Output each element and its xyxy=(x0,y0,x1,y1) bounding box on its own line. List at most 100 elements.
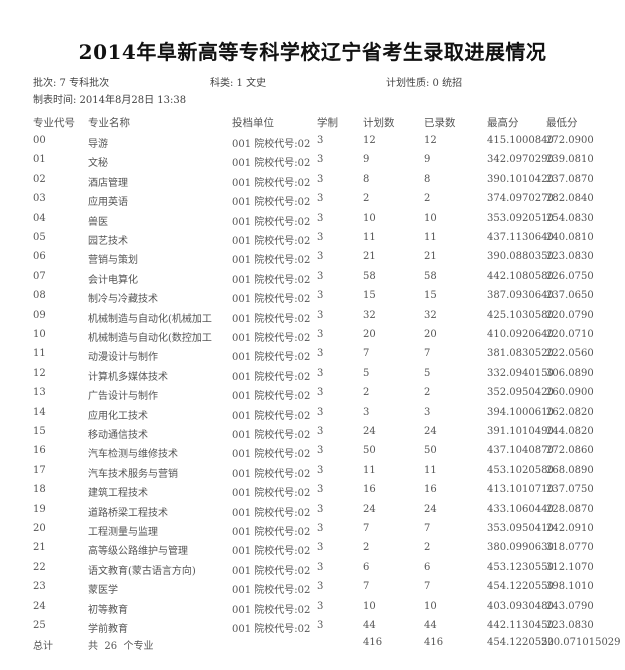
table-row: 17 汽车技术服务与营销 001 院校代号:02 3 11 11 453.1020580 26… xyxy=(0,465,625,481)
header-length: 学制 xyxy=(317,117,338,129)
cell-max: 374.0970270 xyxy=(487,193,554,205)
cell-max: 381.0830520 xyxy=(487,348,554,360)
table-row: 16 汽车检测与维修技术 001 院校代号:02 3 50 50 437.1040870 27… xyxy=(0,445,625,461)
cell-plan: 11 xyxy=(363,232,376,243)
total-min: 220.071015029 xyxy=(541,637,621,648)
cell-admitted: 2 xyxy=(424,542,431,554)
cell-max: 413.1010710 xyxy=(487,484,554,496)
cell-unit: 001 院校代号:02 xyxy=(232,449,311,461)
cell-min: 272.0900 xyxy=(546,135,594,146)
cell-admitted: 5 xyxy=(424,367,431,379)
cell-plan: 20 xyxy=(363,329,376,340)
cell-name: 机械制造与自动化(数控加工 xyxy=(88,333,212,344)
table-row: 14 应用化工技术 001 院校代号:02 3 3 3 394.1000610 262.082… xyxy=(0,407,625,423)
total-admitted: 416 xyxy=(424,637,444,648)
cell-admitted: 16 xyxy=(424,484,437,496)
cell-plan: 7 xyxy=(363,348,370,360)
header-unit: 投档单位 xyxy=(232,117,274,129)
cell-unit: 001 院校代号:02 xyxy=(232,624,311,635)
cell-max: 425.1030580 xyxy=(487,309,554,321)
header-admitted: 已录数 xyxy=(424,117,456,129)
cell-name: 建筑工程技术 xyxy=(88,488,148,500)
cell-name: 高等级公路维护与管理 xyxy=(88,546,188,558)
created-time: 制表时间: 2014年8月28日 13:38 xyxy=(33,95,187,106)
table-row: 19 道路桥梁工程技术 001 院校代号:02 3 24 24 433.1060440 228… xyxy=(0,504,625,520)
cell-plan: 10 xyxy=(363,212,376,224)
category-info: 科类: 1 文史 xyxy=(210,78,267,89)
table-row: 21 高等级公路维护与管理 001 院校代号:02 3 2 2 380.0990630 318… xyxy=(0,542,625,558)
cell-min: 268.0890 xyxy=(546,464,594,476)
cell-length: 3 xyxy=(317,406,324,418)
cell-unit: 001 院校代号:02 xyxy=(232,410,311,422)
cell-length: 3 xyxy=(317,173,324,185)
cell-max: 453.1230550 xyxy=(487,561,554,573)
plan-type-info: 计划性质: 0 统招 xyxy=(386,78,463,89)
cell-unit: 001 院校代号:02 xyxy=(232,507,311,519)
cell-max: 442.1080580 xyxy=(487,270,554,282)
cell-unit: 001 院校代号:02 xyxy=(232,488,311,500)
cell-code: 06 xyxy=(33,251,46,263)
table-row: 07 会计电算化 001 院校代号:02 3 58 58 442.1080580 226.07… xyxy=(0,271,625,287)
cell-unit: 001 院校代号:02 xyxy=(232,391,311,403)
cell-admitted: 10 xyxy=(424,600,437,612)
cell-min: 222.0560 xyxy=(546,348,594,360)
cell-min: 318.0770 xyxy=(546,542,594,554)
cell-code: 07 xyxy=(33,270,46,282)
cell-code: 23 xyxy=(33,581,46,593)
cell-admitted: 7 xyxy=(424,348,431,360)
cell-length: 3 xyxy=(317,561,324,573)
cell-plan: 2 xyxy=(363,387,370,399)
page-title: 2014年阜新高等专科学校辽宁省考生录取进展情况 xyxy=(78,40,547,64)
cell-min: 237.0870 xyxy=(546,173,594,185)
cell-min: 220.0710 xyxy=(546,329,594,340)
cell-length: 3 xyxy=(317,232,324,243)
cell-length: 3 xyxy=(317,464,324,476)
cell-plan: 12 xyxy=(363,135,376,146)
cell-max: 403.0930480 xyxy=(487,600,554,612)
cell-length: 3 xyxy=(317,542,324,554)
cell-plan: 5 xyxy=(363,367,370,379)
cell-admitted: 8 xyxy=(424,173,431,185)
cell-unit: 001 院校代号:02 xyxy=(232,527,311,538)
header-code: 专业代号 xyxy=(33,117,75,129)
cell-admitted: 11 xyxy=(424,232,437,243)
cell-max: 352.0950420 xyxy=(487,387,554,399)
cell-plan: 11 xyxy=(363,464,376,476)
cell-plan: 58 xyxy=(363,270,376,282)
cell-name: 蒙医学 xyxy=(88,585,118,597)
cell-length: 3 xyxy=(317,503,324,515)
cell-unit: 001 院校代号:02 xyxy=(232,274,311,286)
cell-max: 342.0970290 xyxy=(487,154,554,166)
cell-unit: 001 院校代号:02 xyxy=(232,158,311,170)
table-row: 22 语文教育(蒙古语言方向) 001 院校代号:02 3 6 6 453.1230550 3… xyxy=(0,562,625,578)
cell-max: 390.0880350 xyxy=(487,251,554,263)
cell-code: 00 xyxy=(33,135,46,146)
cell-length: 3 xyxy=(317,270,324,282)
cell-unit: 001 院校代号:02 xyxy=(232,197,311,209)
cell-code: 10 xyxy=(33,329,46,340)
table-row: 05 园艺技术 001 院校代号:02 3 11 11 437.1130640 240.081… xyxy=(0,232,625,248)
cell-length: 3 xyxy=(317,445,324,457)
cell-code: 08 xyxy=(33,290,46,302)
cell-max: 433.1060440 xyxy=(487,503,554,515)
cell-name: 学前教育 xyxy=(88,624,128,635)
table-row: 10 机械制造与自动化(数控加工 001 院校代号:02 3 20 20 410.09206… xyxy=(0,329,625,345)
cell-unit: 001 院校代号:02 xyxy=(232,371,311,383)
cell-code: 22 xyxy=(33,561,46,573)
cell-plan: 21 xyxy=(363,251,376,263)
table-row: 02 酒店管理 001 院校代号:02 3 8 8 390.1010420 237.0870 xyxy=(0,174,625,190)
cell-length: 3 xyxy=(317,367,324,379)
cell-admitted: 12 xyxy=(424,135,437,146)
cell-admitted: 21 xyxy=(424,251,437,263)
total-plan: 416 xyxy=(363,637,383,648)
cell-unit: 001 院校代号:02 xyxy=(232,139,311,150)
cell-min: 223.0830 xyxy=(546,251,594,263)
cell-code: 25 xyxy=(33,620,46,631)
batch-info: 批次: 7 专科批次 xyxy=(33,78,110,89)
cell-name: 兽医 xyxy=(88,216,108,228)
cell-plan: 2 xyxy=(363,542,370,554)
cell-plan: 16 xyxy=(363,484,376,496)
cell-plan: 24 xyxy=(363,426,376,437)
cell-min: 242.0910 xyxy=(546,523,594,534)
table-row: 24 初等教育 001 院校代号:02 3 10 10 403.0930480 243.079… xyxy=(0,601,625,617)
